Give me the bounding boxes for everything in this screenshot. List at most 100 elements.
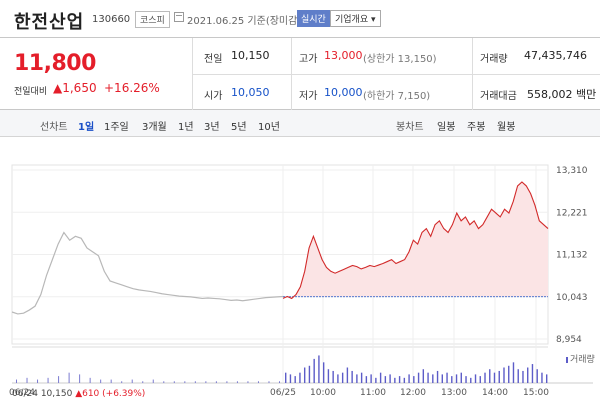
- tab-1-week[interactable]: 1주일: [104, 122, 129, 133]
- volume-value: 47,435,746: [524, 49, 587, 62]
- change-percent: +16.26%: [104, 81, 160, 95]
- x-tick-label: 10:00: [310, 388, 336, 398]
- x-tick-label: 06/24: [9, 388, 35, 398]
- volume-bar: [89, 377, 91, 383]
- volume-bar: [184, 381, 186, 383]
- volume-bar: [351, 370, 353, 383]
- prev-close-value: 10,150: [231, 49, 270, 62]
- x-tick-label: 06/25: [270, 388, 296, 398]
- prev-close-label: 전일: [204, 54, 223, 65]
- volume-bar: [173, 381, 175, 383]
- volume-bar: [441, 374, 443, 383]
- volume-bar: [398, 376, 401, 383]
- volume-bar: [508, 365, 510, 383]
- footer-change: ▲610 (+6.39%): [75, 389, 146, 399]
- tab-10-years[interactable]: 10년: [258, 122, 280, 133]
- current-price: 11,800: [14, 51, 96, 76]
- x-tick-label: 14:00: [482, 388, 508, 398]
- volume-bar: [394, 377, 396, 383]
- volume-bar: [16, 379, 17, 383]
- volume-bar: [522, 370, 524, 383]
- tab-monthly-candle[interactable]: 월봉: [497, 122, 516, 133]
- volume-bar: [451, 376, 453, 383]
- tab-weekly-candle[interactable]: 주봉: [467, 122, 486, 133]
- price-chart: 13,310 12,221 11,132 10,043 8,954 06/24 06/25 1…: [9, 164, 593, 398]
- y-tick-label: 10,043: [556, 293, 588, 303]
- volume-bar: [408, 374, 410, 383]
- realtime-button[interactable]: 실시간: [297, 10, 330, 27]
- volume-bar: [58, 376, 60, 383]
- volume-bar: [493, 372, 496, 383]
- volume-bar: [100, 379, 102, 383]
- volume-bar: [247, 381, 249, 383]
- volume-bar: [474, 374, 477, 383]
- tab-3-years[interactable]: 3년: [204, 122, 220, 133]
- volume-bar: [417, 372, 420, 383]
- chart-tabs: 선차트 1일 1주일 3개월 1년 3년 5년 10년 봉차트 일봉 주봉 월봉: [0, 110, 600, 137]
- volume-bar: [341, 372, 344, 383]
- volume-bar: [110, 379, 112, 383]
- previous-day-info: 06/24 10,150 ▲610 (+6.39%): [12, 389, 145, 399]
- x-tick-label: 15:00: [523, 388, 549, 398]
- volume-bar: [465, 376, 467, 383]
- lower-limit: (하한가 7,150): [363, 91, 431, 102]
- company-info-button[interactable]: 기업개요 ▾: [330, 10, 381, 27]
- low-label: 저가: [299, 91, 318, 102]
- today-price-line: [282, 181, 549, 300]
- stock-code: 130660: [92, 14, 131, 25]
- x-tick-label: 12:00: [400, 388, 426, 398]
- stock-header: 한전산업 130660 코스피 2021.06.25 기준(장미감) 실시간 기…: [0, 0, 600, 38]
- volume-bar: [460, 372, 462, 383]
- line-chart-label: 선차트: [40, 122, 68, 133]
- x-tick-label: 13:00: [441, 388, 467, 398]
- volume-bar: [479, 376, 481, 383]
- open-label: 시가: [204, 91, 223, 102]
- volume-bar: [346, 367, 349, 383]
- tab-1-day[interactable]: 1일: [78, 122, 95, 133]
- footer-date: 06/24: [12, 389, 38, 399]
- volume-bar: [257, 381, 259, 383]
- trade-value-label: 거래대금: [480, 91, 517, 102]
- volume-bar: [294, 376, 296, 383]
- divider: [192, 74, 600, 75]
- volume-bar: [68, 372, 70, 383]
- volume-bar: [546, 374, 548, 383]
- volume-bar: [446, 372, 448, 383]
- volume-bar: [299, 372, 301, 383]
- volume-bar: [318, 355, 320, 383]
- calendar-icon: [174, 12, 184, 22]
- volume-bar: [427, 372, 429, 383]
- trade-value: 558,002 백만: [527, 88, 597, 101]
- footer-price: 10,150: [40, 389, 73, 399]
- volume-bar: [79, 374, 81, 383]
- y-tick-label: 13,310: [556, 166, 588, 176]
- volume-bar: [205, 381, 207, 383]
- volume-bar: [322, 362, 325, 383]
- tab-1-year[interactable]: 1년: [178, 122, 194, 133]
- tab-5-years[interactable]: 5년: [231, 122, 247, 133]
- volume-bar: [303, 367, 306, 383]
- volume-bar: [356, 374, 358, 383]
- tab-3-months[interactable]: 3개월: [142, 122, 167, 133]
- stock-name: 한전산업: [14, 12, 85, 33]
- volume-bar: [384, 376, 387, 383]
- volume-bar: [413, 376, 415, 383]
- high-value: 13,000: [324, 49, 363, 62]
- volume-bar: [379, 372, 382, 383]
- chevron-down-icon: ▾: [371, 15, 376, 25]
- volume-bar: [194, 381, 196, 383]
- volume-bar: [152, 379, 154, 383]
- volume-bar: [285, 372, 287, 383]
- open-value: 10,050: [231, 86, 270, 99]
- volume-bar: [536, 369, 538, 383]
- volume-bar: [142, 381, 144, 383]
- volume-bar: [26, 377, 28, 383]
- volume-bar: [268, 381, 270, 383]
- tab-daily-candle[interactable]: 일봉: [437, 122, 456, 133]
- gain-area: [283, 182, 548, 297]
- volume-bar: [37, 379, 39, 383]
- volume-bar: [327, 369, 330, 383]
- volume-bar: [163, 381, 165, 383]
- volume-bar: [527, 367, 529, 383]
- high-label: 고가: [299, 54, 318, 65]
